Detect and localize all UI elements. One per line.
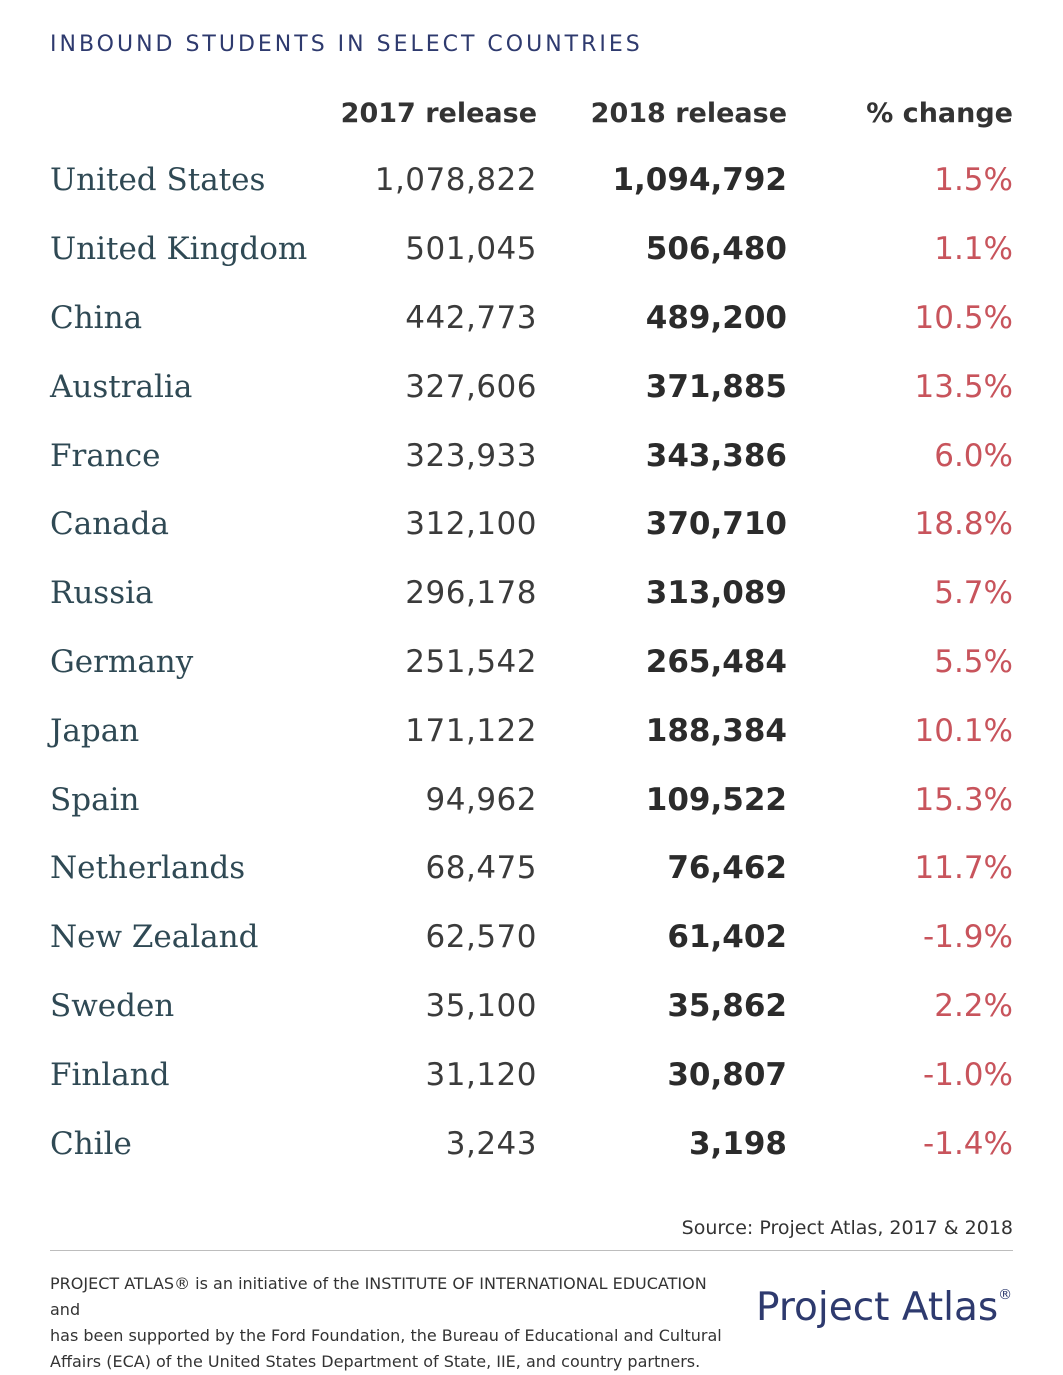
pct-change-cell: 6.0% (934, 437, 1013, 474)
table-row: United States 1,078,822 1,094,792 1.5% (50, 146, 1013, 215)
value-2018-cell: 313,089 (645, 575, 787, 612)
value-2017-cell: 94,962 (425, 781, 537, 818)
country-cell: New Zealand (50, 919, 259, 956)
value-2017-cell: 3,243 (445, 1125, 537, 1162)
value-2017-cell: 68,475 (425, 850, 537, 887)
value-2017-cell: 31,120 (425, 1056, 537, 1093)
table-row: Japan 171,122 188,384 10.1% (50, 696, 1013, 765)
country-cell: Canada (50, 506, 169, 543)
table-row: Germany 251,542 265,484 5.5% (50, 628, 1013, 697)
value-2018-cell: 343,386 (645, 437, 787, 474)
pct-change-cell: 5.5% (934, 643, 1013, 680)
value-2018-cell: 265,484 (645, 643, 787, 680)
table-row: Australia 327,606 371,885 13.5% (50, 352, 1013, 421)
pct-change-cell: 5.7% (934, 575, 1013, 612)
pct-change-cell: 2.2% (934, 987, 1013, 1024)
table-row: Sweden 35,100 35,862 2.2% (50, 972, 1013, 1041)
pct-change-cell: 18.8% (914, 506, 1013, 543)
table-row: United Kingdom 501,045 506,480 1.1% (50, 215, 1013, 284)
value-2018-cell: 188,384 (645, 712, 787, 749)
table-row: Russia 296,178 313,089 5.7% (50, 559, 1013, 628)
country-cell: Australia (50, 368, 193, 405)
footer-line-3: Affairs (ECA) of the United States Depar… (50, 1352, 701, 1371)
header-row: 2017 release 2018 release % change (50, 80, 1013, 146)
value-2018-cell: 30,807 (667, 1056, 787, 1093)
table-row: Spain 94,962 109,522 15.3% (50, 765, 1013, 834)
pct-change-cell: 10.1% (914, 712, 1013, 749)
logo-text: Project Atlas (756, 1285, 999, 1330)
value-2018-cell: 370,710 (645, 506, 787, 543)
footer-text: PROJECT ATLAS® is an initiative of the I… (50, 1271, 730, 1375)
country-cell: United States (50, 162, 266, 199)
country-cell: Netherlands (50, 850, 246, 887)
value-2018-cell: 3,198 (688, 1125, 787, 1162)
value-2017-cell: 501,045 (405, 231, 537, 268)
value-2018-cell: 1,094,792 (612, 162, 787, 199)
pct-change-cell: 15.3% (914, 781, 1013, 818)
country-cell: Spain (50, 781, 140, 818)
table-row: France 323,933 343,386 6.0% (50, 421, 1013, 490)
value-2018-cell: 489,200 (645, 299, 787, 336)
header-country (50, 80, 340, 146)
pct-change-cell: -1.0% (923, 1056, 1013, 1093)
table-row: Finland 31,120 30,807 -1.0% (50, 1040, 1013, 1109)
pct-change-cell: -1.9% (923, 919, 1013, 956)
table-row: New Zealand 62,570 61,402 -1.9% (50, 903, 1013, 972)
logo-registered-mark: ® (998, 1287, 1013, 1303)
country-cell: Sweden (50, 987, 175, 1024)
value-2017-cell: 251,542 (405, 643, 537, 680)
value-2018-cell: 61,402 (667, 919, 787, 956)
country-cell: China (50, 299, 143, 336)
pct-change-cell: 11.7% (914, 850, 1013, 887)
table-row: China 442,773 489,200 10.5% (50, 284, 1013, 353)
value-2017-cell: 171,122 (405, 712, 537, 749)
value-2018-cell: 109,522 (645, 781, 787, 818)
footer-line-2: has been supported by the Ford Foundatio… (50, 1326, 722, 1345)
header-pct-change: % change (866, 97, 1013, 129)
value-2018-cell: 371,885 (645, 368, 787, 405)
country-cell: United Kingdom (50, 231, 308, 268)
pct-change-cell: 1.5% (934, 162, 1013, 199)
value-2018-cell: 35,862 (667, 987, 787, 1024)
header-2017-release: 2017 release (340, 97, 537, 129)
stats-table: 2017 release 2018 release % change Unite… (50, 80, 1013, 1178)
country-cell: Germany (50, 643, 194, 680)
value-2017-cell: 312,100 (405, 506, 537, 543)
country-cell: Russia (50, 575, 154, 612)
pct-change-cell: 10.5% (914, 299, 1013, 336)
value-2018-cell: 76,462 (667, 850, 787, 887)
value-2017-cell: 1,078,822 (374, 162, 537, 199)
table-row: Chile 3,243 3,198 -1.4% (50, 1109, 1013, 1178)
table-row: Netherlands 68,475 76,462 11.7% (50, 834, 1013, 903)
country-cell: France (50, 437, 161, 474)
country-cell: Japan (50, 712, 140, 749)
value-2018-cell: 506,480 (645, 231, 787, 268)
pct-change-cell: 1.1% (934, 231, 1013, 268)
value-2017-cell: 442,773 (405, 299, 537, 336)
value-2017-cell: 35,100 (425, 987, 537, 1024)
table-body: United States 1,078,822 1,094,792 1.5% Unite… (50, 146, 1013, 1178)
value-2017-cell: 323,933 (405, 437, 537, 474)
country-cell: Chile (50, 1125, 132, 1162)
footer-line-1: PROJECT ATLAS® is an initiative of the I… (50, 1274, 707, 1319)
divider (50, 1250, 1013, 1251)
pct-change-cell: 13.5% (914, 368, 1013, 405)
value-2017-cell: 62,570 (425, 919, 537, 956)
source-note: Source: Project Atlas, 2017 & 2018 (681, 1217, 1013, 1239)
value-2017-cell: 327,606 (405, 368, 537, 405)
chart-title: INBOUND STUDENTS IN SELECT COUNTRIES (50, 32, 643, 57)
value-2017-cell: 296,178 (405, 575, 537, 612)
country-cell: Finland (50, 1056, 170, 1093)
table-row: Canada 312,100 370,710 18.8% (50, 490, 1013, 559)
header-2018-release: 2018 release (590, 97, 787, 129)
pct-change-cell: -1.4% (923, 1125, 1013, 1162)
project-atlas-logo: Project Atlas® (756, 1285, 1012, 1330)
